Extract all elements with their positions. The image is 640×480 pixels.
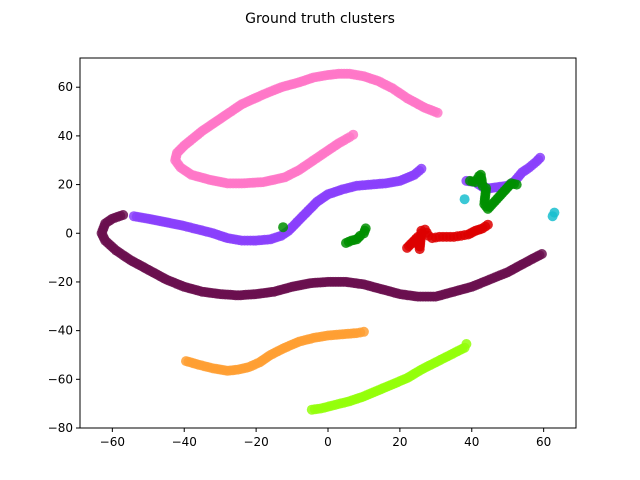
- data-point: [416, 163, 427, 174]
- scatter-marks: [96, 68, 560, 415]
- x-tick-label: −40: [172, 435, 197, 449]
- series-7: [278, 169, 522, 248]
- series-6: [402, 219, 493, 255]
- y-tick-label: −20: [48, 275, 73, 289]
- x-tick-label: −60: [100, 435, 125, 449]
- y-tick-label: 60: [58, 80, 73, 94]
- x-axis: −60 −40 −20 0 20 40 60: [100, 428, 551, 449]
- y-tick-label: −80: [48, 421, 73, 435]
- series-8: [459, 194, 560, 222]
- x-tick-label: −20: [243, 435, 268, 449]
- data-point: [459, 194, 470, 205]
- plot-frame: [79, 57, 577, 429]
- x-tick-label: 40: [464, 435, 479, 449]
- y-tick-label: 0: [65, 226, 73, 240]
- data-point: [536, 249, 547, 259]
- series-4: [181, 326, 369, 376]
- data-point: [511, 179, 522, 190]
- x-tick-label: 20: [392, 435, 407, 449]
- data-point: [358, 326, 369, 337]
- series-1: [128, 163, 427, 246]
- data-point: [461, 339, 472, 349]
- x-tick-label: 0: [324, 435, 332, 449]
- series-0: [170, 68, 443, 189]
- data-point: [482, 219, 493, 230]
- y-tick-label: −40: [48, 324, 73, 338]
- y-tick-label: 20: [58, 178, 73, 192]
- x-tick-label: 60: [536, 435, 551, 449]
- y-tick-label: −60: [48, 372, 73, 386]
- data-point: [348, 129, 359, 140]
- data-point: [535, 152, 546, 163]
- y-axis: −80 −60 −40 −20 0 20 40 60: [48, 80, 80, 435]
- y-tick-label: 40: [58, 129, 73, 143]
- data-point: [360, 223, 371, 234]
- data-point: [549, 207, 560, 218]
- series-5: [306, 339, 472, 415]
- chart-title: Ground truth clusters: [245, 11, 395, 27]
- series-3: [96, 210, 547, 302]
- data-point: [278, 222, 289, 233]
